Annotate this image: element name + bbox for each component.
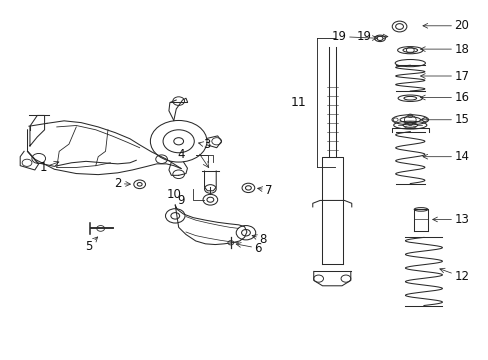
Text: 17: 17 [420,69,468,82]
Text: 18: 18 [420,42,468,55]
Text: 10: 10 [166,188,181,201]
Text: 7: 7 [257,184,272,197]
Text: 2: 2 [114,177,130,190]
Text: 19: 19 [331,30,376,43]
Text: 15: 15 [420,113,468,126]
Text: 14: 14 [422,150,468,163]
Text: 1: 1 [40,161,59,174]
Text: 13: 13 [432,213,468,226]
Text: 12: 12 [439,268,468,283]
Text: 5: 5 [84,237,98,253]
Text: 8: 8 [252,233,266,246]
Text: 9: 9 [177,194,184,207]
Text: 19: 19 [356,30,387,43]
Text: 3: 3 [198,138,210,151]
Text: 6: 6 [236,242,261,255]
Text: 20: 20 [422,19,468,32]
Text: 16: 16 [420,91,468,104]
Text: 4: 4 [177,148,184,161]
Text: 11: 11 [290,96,306,109]
